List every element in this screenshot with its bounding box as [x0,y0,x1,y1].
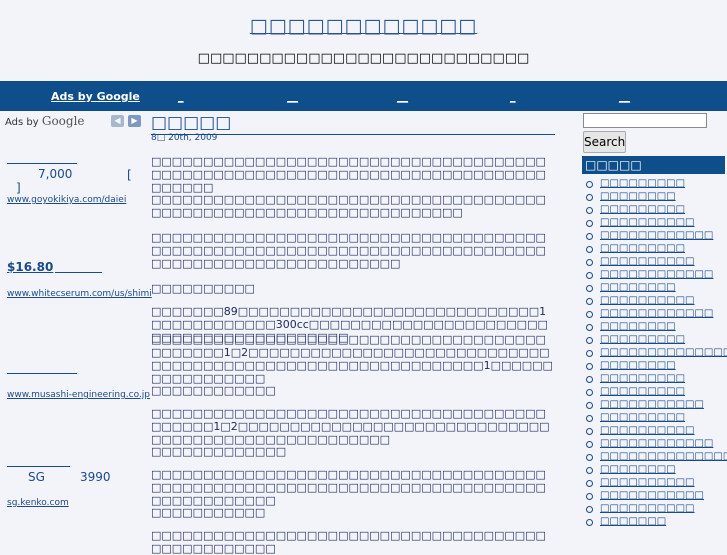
post-subheading: □□□□□□□□□□□ [151,506,266,519]
ad-4-url[interactable]: sg.kenko.com [7,498,69,508]
category-item[interactable]: □□□□□□□□□□□□□□□□ [585,346,727,359]
ad-prev-arrow-icon[interactable]: ◀ [111,115,124,127]
category-item[interactable]: □□□□□□□□□□□□ [585,307,727,320]
google-logo-text: Google [41,114,85,128]
category-item[interactable]: □□□□□□□□□□ [585,294,727,307]
post-subheading: □□□□□□□□□□ [151,282,255,295]
post-paragraph: □□□□□□□89□□□□□□□□□□□□□□□□□□□□□□□□□□□□□1□… [151,305,548,344]
ads-by-google-label: Ads by Google [5,114,85,128]
post-paragraph: □□□□□□□□□□□□□□□□□□□□□□□□□□□□□□□□□□□□□□□□… [151,333,553,385]
category-item[interactable]: □□□□□□□□□ [585,242,727,255]
ad-3-url[interactable]: www.musashi-engineering.co.jp [7,390,151,400]
category-item[interactable]: □□□□□□□□□□□□□□ [585,450,727,463]
search-input[interactable] [583,113,707,128]
nav-item-2[interactable]: __ [287,90,298,103]
ad-next-arrow-icon[interactable]: ▶ [128,115,141,127]
ad-1-bracket-open: [ [127,168,132,182]
post-paragraph: □□□□□□□□□□□□□□□□□□□□□□□□□□□□□□□□□□□□□□□□… [151,407,550,446]
nav-item-5[interactable]: __ [619,90,630,103]
nav-item-1[interactable]: _ [178,90,184,103]
category-item[interactable]: □□□□□□□□□□□□ [585,229,727,242]
post-paragraph: □□□□□□□□□□□□□□□□□□□□□□□□□□□□□□□□□□□□□□□□… [151,193,546,219]
nav-bar: Ads by Google _ __ __ _ __ [0,81,727,111]
category-item[interactable]: □□□□□□□□ [585,359,727,372]
category-item[interactable]: □□□□□□□□□ [585,411,727,424]
ad-2-title-link[interactable] [55,272,102,273]
site-description: □□□□□□□□□□□□□□□□□□□□□□□□□□□ [197,51,530,66]
category-item[interactable]: □□□□□□□□□□□□ [585,437,727,450]
nav-item-3[interactable]: __ [397,90,408,103]
post-paragraph: □□□□□□□□□□□□□□□□□□□□□□□□□□□□□□□□□□□□□□□□… [151,529,546,555]
post-date: 8□ 20th, 2009 [151,133,218,143]
post-title[interactable]: □□□□□ [151,113,555,135]
category-item[interactable]: □□□□□□□□□□□□ [585,268,727,281]
ad-1-bracket-close: ] [16,181,21,195]
category-item[interactable]: □□□□□□□□ [585,281,727,294]
post-paragraph: □□□□□□□□□□□□□□□□□□□□□□□□□□□□□□□□□□□□□□□□… [151,231,546,270]
category-item[interactable]: □□□□□□□□ [585,320,727,333]
post-paragraph: □□□□□□□□□□□□□□□□□□□□□□□□□□□□□□□□□□□□□□□□… [151,468,546,507]
category-item[interactable]: □□□□□□□□□□ [585,424,727,437]
category-item[interactable]: □□□□□□□□□□ [585,255,727,268]
ads-by-text: Ads by [5,117,39,128]
ad-3-title-link[interactable] [7,373,77,374]
ad-4-title-link[interactable] [7,466,70,467]
ad-1-price: 7,000 [38,167,73,181]
categories-heading: □□□□□ [582,156,725,174]
category-item[interactable]: □□□□□□□□□□ [585,502,727,515]
post-paragraph: □□□□□□□□□□□□□□□□□□□□□□□□□□□□□□□□□□□□□□□□… [151,155,546,194]
category-item[interactable]: □□□□□□□□□ [585,177,727,190]
site-title[interactable]: □□□□□□□□□□□□ [249,15,478,37]
category-item[interactable]: □□□□□□□□□ [585,203,727,216]
category-item[interactable]: □□□□□□□□□□□ [585,489,727,502]
category-item[interactable]: □□□□□□□□ [585,190,727,203]
left-ad-column: Ads by Google ◀ ▶ 7,000 [ ] www.goyokiki… [0,111,152,545]
ad-4-prefix: SG [28,470,45,484]
category-item[interactable]: □□□□□□□□□ [585,385,727,398]
post-subheading: □□□□□□□□□□□□ [151,384,276,397]
post-subheading: □□□□□□□□□□□□□ [151,445,287,458]
ad-2-url[interactable]: www.whitecserum.com/us/shimi [7,289,152,299]
category-item[interactable]: □□□□□□□□□□ [585,476,727,489]
category-list: □□□□□□□□□ □□□□□□□□ □□□□□□□□□ □□□□□□□□□□ □□□□… [585,177,727,528]
nav-item-4[interactable]: _ [510,90,516,103]
category-item[interactable]: □□□□□□□□□ [585,372,727,385]
site-header: □□□□□□□□□□□□ □□□□□□□□□□□□□□□□□□□□□□□□□□□ [0,0,727,81]
ad-4-price: 3990 [80,470,111,484]
nav-ads-by-google[interactable]: Ads by Google [51,90,140,103]
category-item[interactable]: □□□□□□□□ [585,463,727,476]
category-item[interactable]: □□□□□□□ [585,515,727,528]
search-button[interactable]: Search [583,131,626,153]
category-item[interactable]: □□□□□□□□□□ [585,216,727,229]
ad-2-price-link[interactable]: $16.80 [7,260,54,274]
ad-1-url[interactable]: www.goyokikiya.com/daiei [7,195,127,205]
category-item[interactable]: □□□□□□□□□ [585,333,727,346]
ad-1-title-link[interactable] [7,163,77,164]
category-item[interactable]: □□□□□□□□□□□ [585,398,727,411]
